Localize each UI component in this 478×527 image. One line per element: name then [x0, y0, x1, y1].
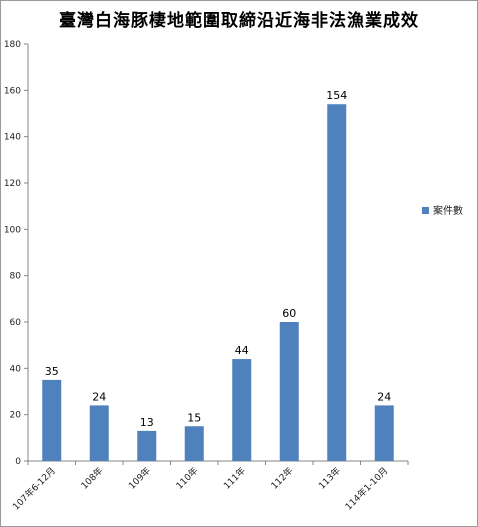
data-label: 60 [282, 307, 296, 320]
legend: 案件數 [422, 204, 463, 217]
x-tick-label: 113年 [316, 465, 343, 492]
x-tick-label: 112年 [268, 465, 295, 492]
y-tick-label: 60 [10, 318, 22, 328]
bar [89, 405, 109, 461]
data-label: 13 [140, 416, 154, 429]
bar [184, 426, 204, 461]
legend-label: 案件數 [433, 204, 463, 217]
data-label: 35 [45, 365, 59, 378]
y-tick-label: 0 [15, 457, 21, 467]
x-tick-label: 107年6-12月 [10, 465, 58, 513]
data-label: 154 [326, 89, 347, 102]
x-tick-label: 108年 [78, 465, 105, 492]
y-axis: 0 20 40 60 80 100 120 140 160 180 [4, 40, 29, 467]
y-tick-label: 160 [4, 86, 21, 96]
x-tick-label: 114年1-10月 [343, 465, 391, 513]
bar [232, 359, 252, 461]
bar [279, 322, 299, 461]
data-label: 24 [377, 390, 391, 403]
y-tick-label: 180 [4, 40, 21, 50]
bar [137, 430, 157, 461]
bars [42, 104, 394, 461]
x-tick-label: 109年 [126, 465, 153, 492]
y-tick-label: 20 [10, 411, 22, 421]
y-tick-label: 100 [4, 225, 21, 235]
data-label: 24 [92, 390, 106, 403]
y-tick-label: 80 [10, 272, 22, 282]
y-tick-label: 140 [4, 133, 21, 143]
data-label: 44 [235, 344, 249, 357]
data-labels: 35 24 13 15 44 60 154 24 [45, 89, 392, 429]
x-tick-label: 110年 [173, 465, 200, 492]
bar [42, 379, 62, 461]
legend-swatch [422, 207, 429, 214]
bar [374, 405, 394, 461]
x-axis: 107年6-12月 108年 109年 110年 111年 112年 113年 114年1-1… [10, 460, 409, 513]
data-label: 15 [187, 411, 201, 424]
chart-title: 臺灣白海豚棲地範圍取締沿近海非法漁業成效 [59, 11, 419, 31]
y-tick-label: 120 [4, 179, 21, 189]
bar [327, 104, 347, 461]
x-tick-label: 111年 [221, 465, 248, 492]
y-tick-label: 40 [10, 364, 22, 374]
